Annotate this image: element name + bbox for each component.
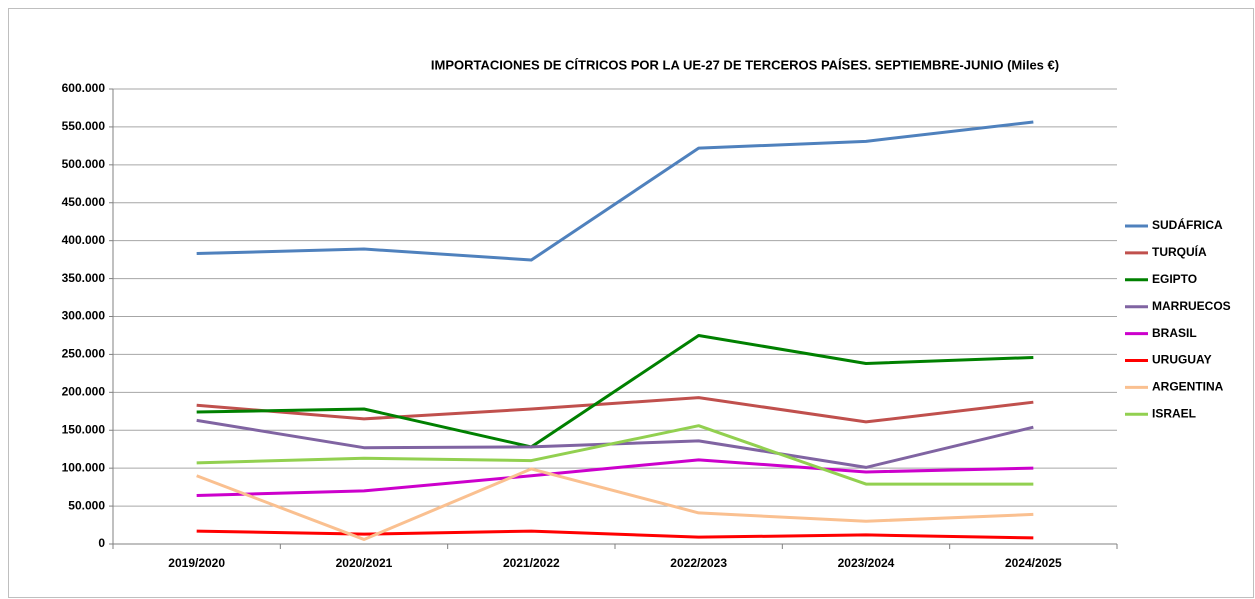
y-tick-label: 550.000 xyxy=(62,119,106,133)
series-line xyxy=(196,424,1034,486)
y-tick-label: 600.000 xyxy=(62,81,106,95)
x-tick-label: 2024/2025 xyxy=(1005,556,1062,570)
series-line xyxy=(196,120,1034,262)
chart-frame xyxy=(8,8,1254,598)
legend-label: ARGENTINA xyxy=(1152,380,1224,394)
x-tick-label: 2020/2021 xyxy=(336,556,393,570)
y-tick-label: 200.000 xyxy=(62,385,106,399)
legend-label: TURQUÍA xyxy=(1152,244,1207,259)
series-line xyxy=(196,333,1034,449)
legend-label: URUGUAY xyxy=(1152,353,1212,367)
series-line xyxy=(196,467,1034,541)
legend-label: BRASIL xyxy=(1152,326,1197,340)
y-tick-label: 100.000 xyxy=(62,460,106,474)
legend-label: EGIPTO xyxy=(1152,272,1197,286)
x-tick-label: 2019/2020 xyxy=(168,556,225,570)
chart-title: IMPORTACIONES DE CÍTRICOS POR LA UE-27 D… xyxy=(431,57,1059,72)
y-tick-label: 50.000 xyxy=(68,498,105,512)
y-tick-label: 450.000 xyxy=(62,195,106,209)
series-line xyxy=(196,396,1034,424)
x-tick-label: 2022/2023 xyxy=(670,556,727,570)
y-tick-label: 300.000 xyxy=(62,309,106,323)
y-tick-label: 150.000 xyxy=(62,422,106,436)
y-tick-label: 250.000 xyxy=(62,347,106,361)
series-line xyxy=(196,529,1034,540)
x-tick-label: 2023/2024 xyxy=(838,556,895,570)
series-line xyxy=(196,458,1034,497)
y-tick-label: 500.000 xyxy=(62,157,106,171)
legend-label: MARRUECOS xyxy=(1152,299,1231,313)
legend-label: SUDÁFRICA xyxy=(1152,217,1223,232)
y-tick-label: 0 xyxy=(98,536,105,550)
x-tick-label: 2021/2022 xyxy=(503,556,560,570)
y-tick-label: 400.000 xyxy=(62,233,106,247)
y-tick-label: 350.000 xyxy=(62,271,106,285)
legend-label: ISRAEL xyxy=(1152,406,1196,420)
